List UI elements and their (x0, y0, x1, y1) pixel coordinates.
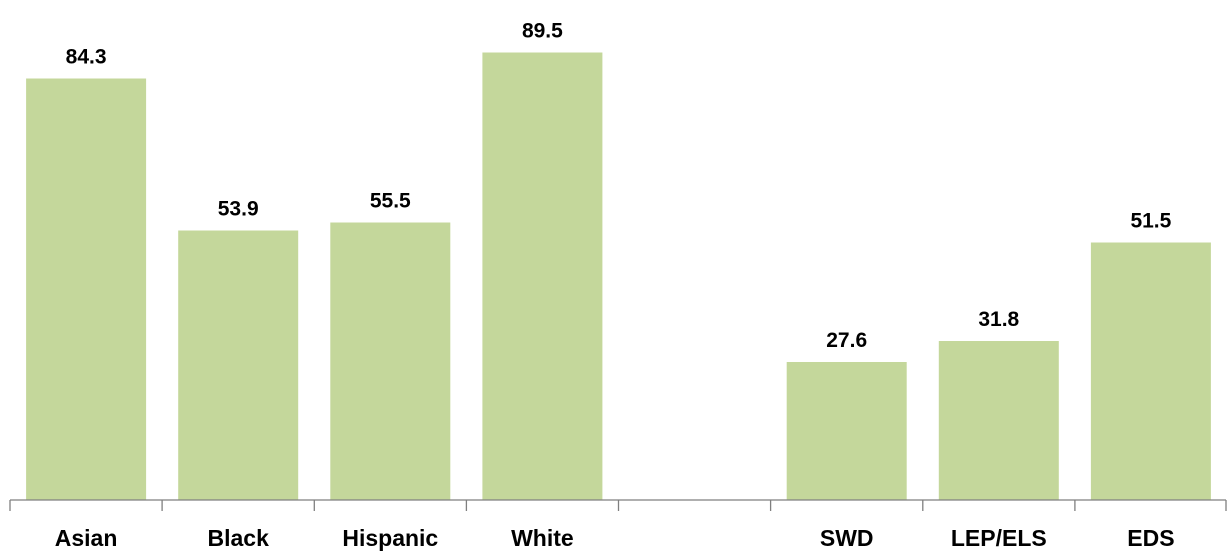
category-label-white: White (511, 525, 574, 551)
value-label-swd: 27.6 (826, 329, 867, 352)
value-label-white: 89.5 (522, 20, 563, 43)
value-label-asian: 84.3 (66, 46, 107, 69)
bar-eds (1090, 242, 1211, 500)
value-label-black: 53.9 (218, 198, 259, 221)
bar-white (482, 52, 603, 500)
category-label-black: Black (208, 525, 270, 551)
bar-hispanic (330, 222, 451, 500)
bars-layer (26, 52, 1211, 500)
category-label-swd: SWD (820, 525, 874, 551)
bar-asian (26, 78, 147, 500)
category-label-lep-els: LEP/ELS (951, 525, 1047, 551)
value-label-eds: 51.5 (1130, 210, 1171, 233)
value-label-lep-els: 31.8 (978, 308, 1019, 331)
x-axis (9, 499, 1227, 511)
category-label-eds: EDS (1127, 525, 1174, 551)
bar-swd (786, 362, 907, 500)
bar-black (178, 230, 299, 500)
category-label-asian: Asian (55, 525, 118, 551)
category-labels-layer: Asian Black Hispanic White SWD LEP/ELS EDS (55, 525, 1175, 551)
value-label-hispanic: 55.5 (370, 190, 411, 213)
bar-lep-els (938, 341, 1059, 500)
value-labels-layer: 84.3 53.9 55.5 89.5 27.6 31.8 51.5 (66, 20, 1172, 353)
category-label-hispanic: Hispanic (342, 525, 438, 551)
